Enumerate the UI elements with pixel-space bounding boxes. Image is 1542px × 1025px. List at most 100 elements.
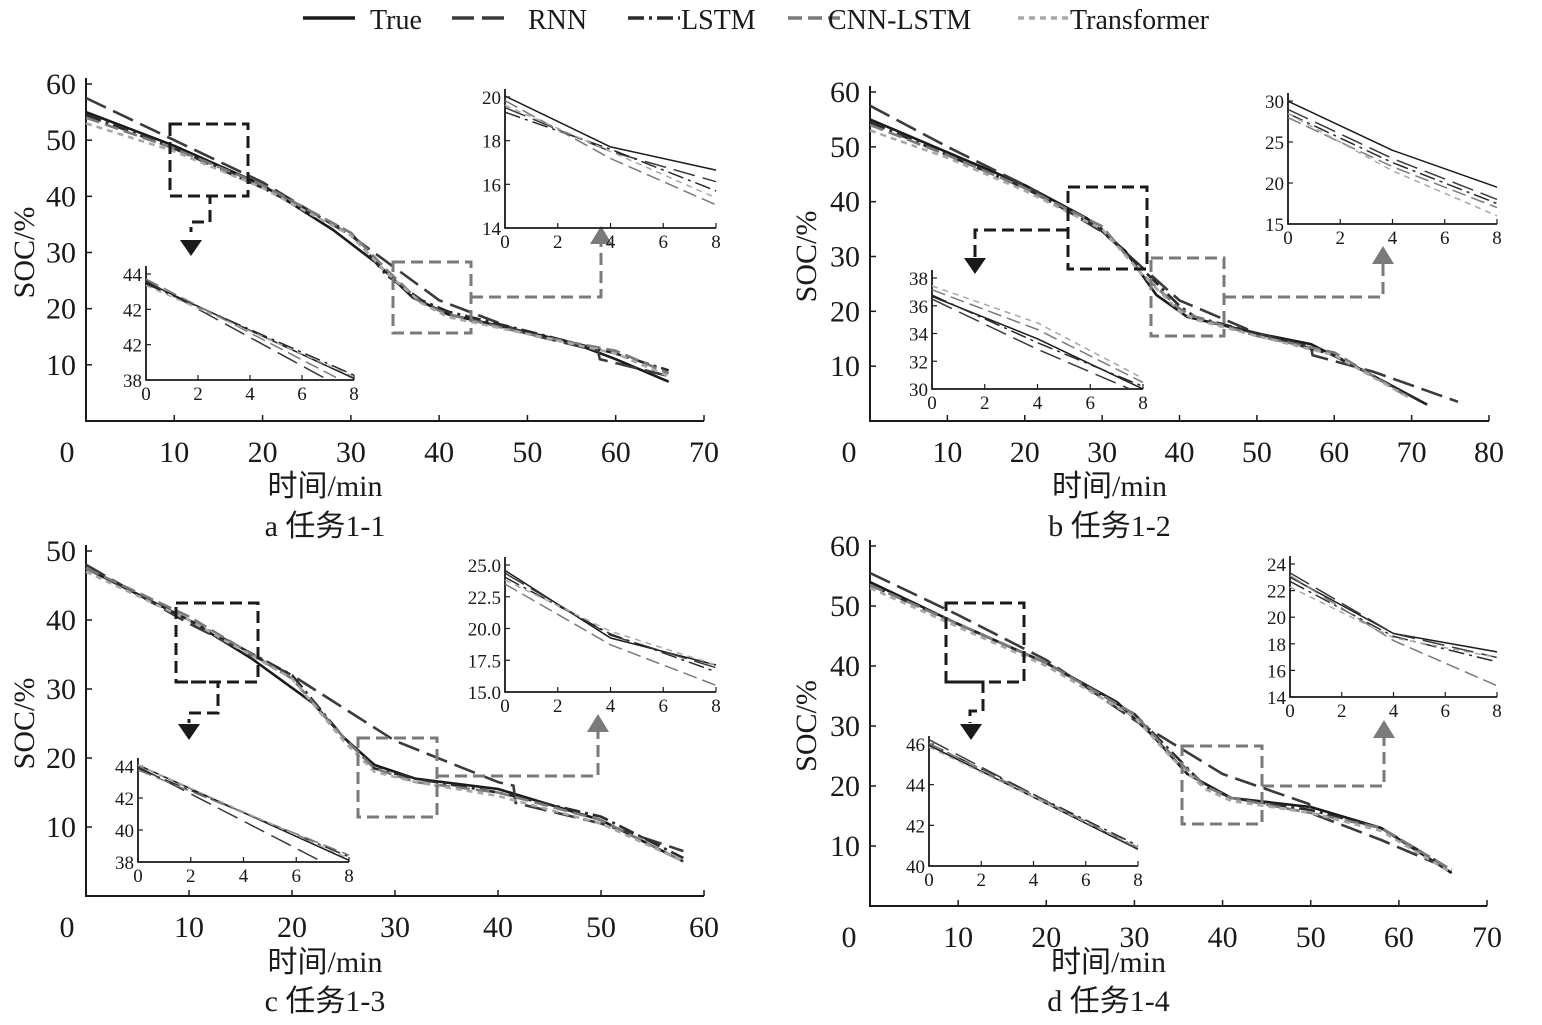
inset-y-tick-label: 40 [115, 821, 134, 842]
x-tick-label: 40 [1208, 921, 1238, 954]
inset-x-tick-label: 8 [711, 696, 721, 717]
inset-y-tick-label: 36 [909, 297, 928, 318]
inset-series-line-rnn [504, 106, 717, 183]
y-tick-label: 50 [830, 590, 860, 623]
inset-series-line-true [1289, 576, 1498, 653]
y-tick-label: 30 [46, 673, 76, 706]
series-line-true [869, 118, 1428, 406]
series-line-lstm [85, 113, 670, 372]
inset-x-tick-label: 6 [297, 384, 307, 405]
inset-x-tick-label: 0 [924, 870, 934, 891]
inset-y-tick-label: 44 [115, 757, 135, 778]
y-tick-label: 60 [830, 76, 860, 109]
inset-y-tick-label: 42 [123, 300, 142, 321]
inset-y-tick-label: 15 [1265, 215, 1284, 236]
y-tick-label: 10 [46, 811, 76, 844]
inset-series-line-rnn [504, 572, 717, 669]
legend-label-lstm: LSTM [681, 5, 756, 36]
inset-x-tick-label: 2 [1336, 228, 1346, 249]
x-tick-label: 50 [512, 436, 542, 469]
x-tick-label: 20 [277, 911, 307, 944]
inset-x-tick-label: 4 [606, 232, 616, 253]
inset-series-line-rnn [928, 739, 1139, 850]
inset-x-tick-label: 6 [1440, 228, 1450, 249]
x-tick-label: 10 [159, 436, 189, 469]
x-tick-label: 0 [60, 911, 75, 944]
inset-y-tick-label: 22.5 [468, 588, 501, 609]
x-axis-label: 时间/min [267, 470, 382, 503]
y-tick-label: 60 [830, 530, 860, 563]
y-tick-label: 20 [46, 742, 76, 775]
inset-x-tick-label: 8 [344, 866, 354, 887]
inset-series-line-rnn [1289, 572, 1498, 659]
x-tick-label: 80 [1474, 436, 1504, 469]
x-tick-label: 30 [336, 436, 366, 469]
zoom-region-box [944, 601, 1026, 684]
chart-panel-4: 0 10 20 30 40 50 60 70102030405060时间/minSOC/%d … [790, 530, 1502, 1018]
y-axis-label: SOC/% [8, 207, 41, 299]
inset-x-tick-label: 0 [1283, 228, 1293, 249]
x-tick-label: 0 [842, 921, 857, 954]
series-line-rnn [869, 104, 1459, 404]
x-tick-label: 0 [60, 436, 75, 469]
inset-series-line-true [504, 569, 717, 666]
inset-series-line-cnn-lstm [504, 99, 717, 206]
y-tick-label: 40 [830, 186, 860, 219]
zoom-arrow-icon [587, 714, 609, 732]
x-tick-label: 20 [1031, 921, 1061, 954]
inset-y-tick-label: 20 [1267, 608, 1286, 629]
inset-y-tick-label: 24 [1267, 555, 1287, 576]
inset-x-tick-label: 0 [500, 232, 510, 253]
x-tick-label: 30 [1087, 436, 1117, 469]
panel-caption: d 任务1-4 [1047, 985, 1170, 1018]
x-tick-label: 30 [380, 911, 410, 944]
x-axis-label: 时间/min [267, 946, 382, 979]
inset-x-tick-label: 6 [1081, 870, 1091, 891]
inset-series-line-cnn-lstm [145, 278, 342, 381]
inset-series-line-transformer [504, 579, 717, 666]
inset-y-tick-label: 40 [906, 857, 925, 878]
inset-x-tick-label: 6 [292, 866, 302, 887]
inset-x-tick-label: 0 [1285, 701, 1295, 722]
series-line-lstm [85, 567, 684, 860]
x-tick-label: 60 [601, 436, 631, 469]
panels: 0 10 20 30 40 50 60 70102030405060时间/minSOC/%a … [8, 68, 1504, 1018]
y-tick-label: 60 [46, 68, 76, 101]
axes [869, 86, 1489, 422]
inset-y-tick-label: 38 [123, 371, 142, 392]
series-line-transformer [85, 122, 670, 378]
x-tick-label: 40 [483, 911, 513, 944]
inset-x-tick-label: 4 [239, 866, 249, 887]
inset-series-line-lstm [504, 111, 717, 192]
inset-series-line-cnn-lstm [931, 289, 1144, 384]
y-tick-label: 10 [46, 349, 76, 382]
inset-axes [504, 557, 716, 693]
x-tick-label: 60 [1384, 921, 1414, 954]
inset-y-tick-label: 42 [115, 789, 134, 810]
axes [869, 540, 1487, 907]
inset-x-tick-label: 0 [500, 696, 510, 717]
y-tick-label: 10 [830, 830, 860, 863]
legend: True RNN LSTM CNN-LSTM Transformer [303, 5, 1210, 36]
zoom-arrow-icon [1373, 720, 1395, 738]
x-tick-label: 60 [1319, 436, 1349, 469]
series-line-cnn-lstm [85, 567, 684, 863]
inset-y-tick-label: 38 [115, 853, 134, 874]
inset-y-tick-label: 14 [482, 219, 502, 240]
series-line-transformer [869, 586, 1453, 875]
x-tick-label: 10 [932, 436, 962, 469]
zoom-connector [471, 244, 603, 299]
inset-x-tick-label: 6 [659, 232, 669, 253]
zoom-connector [437, 732, 600, 778]
inset-x-tick-label: 8 [711, 232, 721, 253]
inset-series-line-lstm [504, 576, 717, 673]
inset-y-tick-label: 30 [909, 380, 928, 401]
inset-series-line-lstm [137, 767, 350, 858]
inset-y-tick-label: 25 [1265, 133, 1284, 154]
inset-chart-2: 0 2 4 6 8 25.0 22.5 20.0 17.5 15.0 [468, 556, 721, 717]
inset-x-tick-label: 6 [1086, 393, 1096, 414]
inset-x-tick-label: 4 [1389, 701, 1399, 722]
inset-y-tick-label: 42 [906, 816, 925, 837]
